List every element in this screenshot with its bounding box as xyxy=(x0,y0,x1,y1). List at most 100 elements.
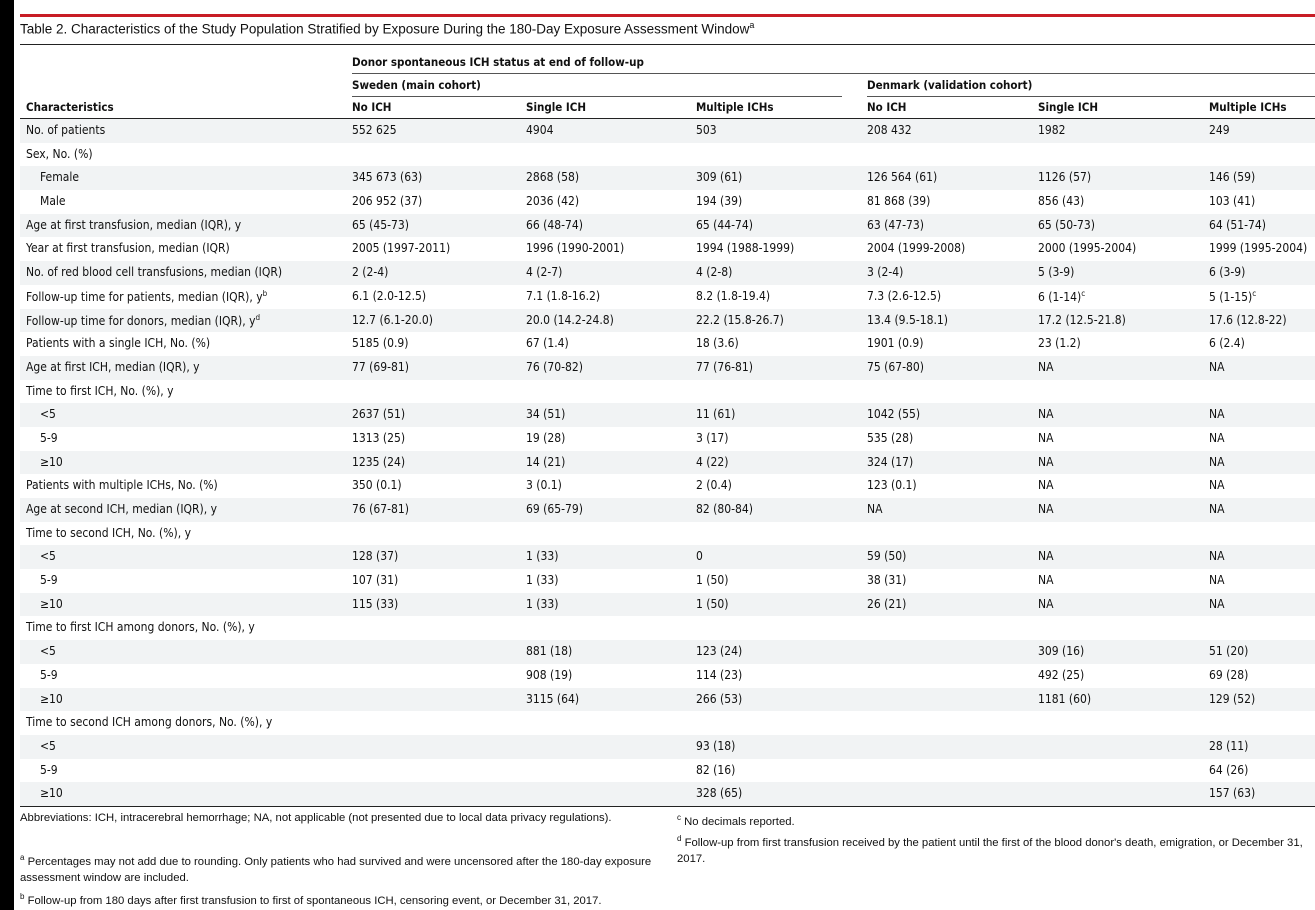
table-cell: 309 (16) xyxy=(1038,644,1084,658)
footnote-b-mark: b xyxy=(20,892,25,901)
table-cell: 114 (23) xyxy=(696,668,742,682)
table-cell: 2 (2-4) xyxy=(352,265,388,279)
table-row: Year at first transfusion, median (IQR) 2… xyxy=(20,237,1315,261)
cell-value: 1 (50) xyxy=(696,573,729,588)
table-cell: 8.2 (1.8-19.4) xyxy=(696,289,770,303)
table-row: Age at first ICH, median (IQR), y 77 (69-… xyxy=(20,355,1315,380)
cell-value: 1 (33) xyxy=(526,596,559,611)
table-cell: NA xyxy=(1209,549,1224,563)
cell-value: NA xyxy=(1209,596,1225,611)
table-row: Time to first ICH among donors, No. (%),… xyxy=(20,616,1315,640)
table-row: ≥10 115 (33) 1 (33) 1 (50) 26 (21) NA NA xyxy=(20,592,1315,617)
table-row: Time to second ICH among donors, No. (%)… xyxy=(20,711,1315,735)
cell-value: 82 (16) xyxy=(696,762,736,777)
table-cell: NA xyxy=(1038,597,1053,611)
table-cell: 5185 (0.9) xyxy=(352,336,408,350)
cell-value: 3115 (64) xyxy=(526,691,580,706)
cell-value: 2 (2-4) xyxy=(352,265,389,280)
cell-value: 1126 (57) xyxy=(1038,170,1092,185)
cell-value: 81 868 (39) xyxy=(867,194,931,209)
cell-value: 7.3 (2.6-12.5) xyxy=(867,288,942,303)
table-cell: 13.4 (9.5-18.1) xyxy=(867,313,948,327)
table-cell: 82 (80-84) xyxy=(696,502,753,516)
row-label: Female xyxy=(40,170,79,184)
table-cell: 128 (37) xyxy=(352,549,398,563)
footnote-a: a Percentages may not add due to roundin… xyxy=(20,850,660,886)
table-cell: NA xyxy=(1038,502,1053,516)
cell-value: 126 564 (61) xyxy=(867,170,938,185)
table-cell: 249 xyxy=(1209,123,1230,137)
table-cell: 77 (69-81) xyxy=(352,360,409,374)
row-label: 5-9 xyxy=(40,668,58,682)
row-label: <5 xyxy=(40,407,56,421)
cell-value: 3 (0.1) xyxy=(526,478,562,493)
cell-value: 8.2 (1.8-19.4) xyxy=(696,288,771,303)
table-cell: 328 (65) xyxy=(696,786,742,800)
table-cell: 4 (2-8) xyxy=(696,265,732,279)
table-cell: 59 (50) xyxy=(867,549,906,563)
row-label-text: No. of red blood cell transfusions, medi… xyxy=(26,265,283,280)
table-cell: NA xyxy=(1209,573,1224,587)
table-cell: 67 (1.4) xyxy=(526,336,569,350)
group-header-denmark: Denmark (validation cohort) xyxy=(867,78,1033,92)
row-label-text: Time to second ICH, No. (%), y xyxy=(26,525,191,540)
cell-value: 4904 xyxy=(526,123,554,137)
row-label-text: Time to second ICH among donors, No. (%)… xyxy=(26,715,273,730)
row-label: Age at first ICH, median (IQR), y xyxy=(26,360,200,374)
table-cell: 3 (17) xyxy=(696,431,728,445)
cell-value: 65 (50-73) xyxy=(1038,217,1095,232)
cell-value: 4 (22) xyxy=(696,454,729,469)
table-cell: 535 (28) xyxy=(867,431,913,445)
column-header-denmark-single-ich: Single ICH xyxy=(1038,100,1099,114)
cell-value: 64 (51-74) xyxy=(1209,217,1266,232)
row-label: Year at first transfusion, median (IQR) xyxy=(26,241,230,255)
row-label: No. of patients xyxy=(26,123,105,137)
table-cell: 2637 (51) xyxy=(352,407,405,421)
row-label-text: Year at first transfusion, median (IQR) xyxy=(26,241,230,256)
table-cell: 76 (70-82) xyxy=(526,360,583,374)
table-row: Time to first ICH, No. (%), y xyxy=(20,380,1315,404)
table-cell: 64 (26) xyxy=(1209,763,1248,777)
title-rule xyxy=(20,44,1315,45)
cell-value: 2 (0.4) xyxy=(696,478,732,493)
table-row: Male 206 952 (37) 2036 (42) 194 (39) 81 868 … xyxy=(20,190,1315,214)
cell-value: 6 (3-9) xyxy=(1209,265,1246,280)
table-cell: 38 (31) xyxy=(867,573,906,587)
table-cell: 23 (1.2) xyxy=(1038,336,1081,350)
cell-value: 69 (28) xyxy=(1209,667,1249,682)
row-label-text: Time to first ICH among donors, No. (%),… xyxy=(26,620,255,635)
column-header-denmark-no-ich: No ICH xyxy=(867,100,907,114)
cell-value: NA xyxy=(1209,502,1225,516)
table-cell: 194 (39) xyxy=(696,194,742,208)
cell-value: 1181 (60) xyxy=(1038,691,1092,706)
row-label-text: ≥10 xyxy=(40,454,63,469)
cell-value: 128 (37) xyxy=(352,549,399,564)
table-cell: 1 (33) xyxy=(526,549,558,563)
row-label: Time to first ICH, No. (%), y xyxy=(26,384,174,398)
table-cell: 1999 (1995-2004) xyxy=(1209,241,1307,255)
table-title-footnote-mark: a xyxy=(749,20,755,30)
cell-value: 2005 (1997-2011) xyxy=(352,241,451,256)
table-body: No. of patients 552 625 4904 503 208 432 1982… xyxy=(20,119,1315,806)
cell-value: 1042 (55) xyxy=(867,407,921,422)
cell-value: 0 xyxy=(696,549,703,564)
cell-value: 2004 (1999-2008) xyxy=(867,241,966,256)
cell-value: 309 (61) xyxy=(696,170,743,185)
table-cell: NA xyxy=(1038,360,1053,374)
cell-value: 20.0 (14.2-24.8) xyxy=(526,312,614,327)
table-cell: 1313 (25) xyxy=(352,431,405,445)
table-row: Age at second ICH, median (IQR), y 76 (67… xyxy=(20,498,1315,522)
table-row: 5-9 1313 (25) 19 (28) 3 (17) 535 (28) NA NA xyxy=(20,427,1315,451)
cell-value: NA xyxy=(1209,454,1225,469)
table-cell: 1181 (60) xyxy=(1038,692,1091,706)
table-cell: NA xyxy=(1038,549,1053,563)
cell-value: NA xyxy=(1209,573,1225,588)
row-label-text: Patients with a single ICH, No. (%) xyxy=(26,336,211,351)
cell-value: 1901 (0.9) xyxy=(867,336,924,351)
table-cell: NA xyxy=(1038,407,1053,421)
cell-value: 856 (43) xyxy=(1038,194,1085,209)
cell-value: 23 (1.2) xyxy=(1038,336,1081,351)
cell-value: 69 (65-79) xyxy=(526,502,583,516)
column-header-sweden-multiple-ichs: Multiple ICHs xyxy=(696,100,774,114)
table-cell: 75 (67-80) xyxy=(867,360,924,374)
